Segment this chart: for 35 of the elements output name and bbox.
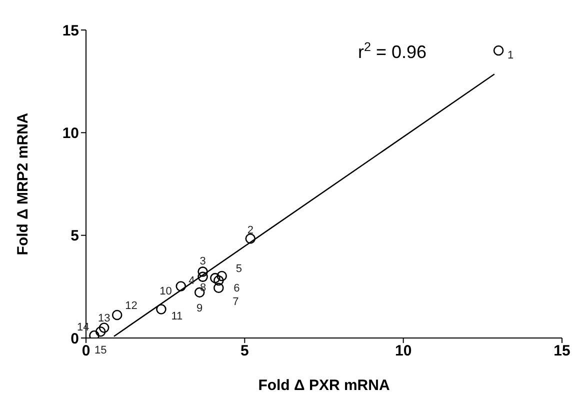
x-tick-label: 0 bbox=[82, 342, 90, 360]
point bbox=[216, 270, 227, 282]
annotation: 3 bbox=[200, 256, 206, 268]
point bbox=[176, 281, 186, 292]
x-tick-label: 15 bbox=[554, 342, 570, 360]
point bbox=[198, 272, 208, 282]
point bbox=[245, 233, 256, 244]
annotation: 9 bbox=[196, 302, 203, 314]
y-tick-label: 15 bbox=[62, 22, 79, 40]
annotation: 12 bbox=[125, 300, 138, 312]
annotation: 11 bbox=[171, 310, 183, 322]
annotation: 1 bbox=[508, 50, 514, 62]
point bbox=[213, 282, 224, 294]
point bbox=[95, 326, 106, 337]
point bbox=[213, 275, 224, 286]
x-tick-label: 10 bbox=[394, 342, 412, 360]
annotation: 7 bbox=[232, 296, 239, 308]
annotation: 5 bbox=[236, 262, 242, 275]
annotation: 10 bbox=[160, 285, 172, 298]
point bbox=[493, 45, 504, 56]
y-axis-title: Fold Δ MRP2 mRNA bbox=[14, 112, 32, 256]
annotation: r$^{2}$ = 0.96 bbox=[358, 40, 427, 62]
point bbox=[198, 266, 208, 277]
point bbox=[98, 322, 110, 333]
point bbox=[210, 272, 220, 284]
y-tick-label: 5 bbox=[70, 228, 79, 245]
y-tick-label: 10 bbox=[62, 124, 79, 142]
x-axis-title: Fold Δ PXR mRNA bbox=[258, 377, 390, 394]
y-tick-label: 0 bbox=[70, 330, 79, 348]
annotation: 6 bbox=[234, 282, 240, 295]
point bbox=[112, 310, 122, 320]
point bbox=[156, 304, 166, 314]
annotation: 13 bbox=[98, 312, 110, 325]
annotation: 2 bbox=[247, 224, 254, 237]
x-tick-label: 5 bbox=[240, 342, 249, 360]
